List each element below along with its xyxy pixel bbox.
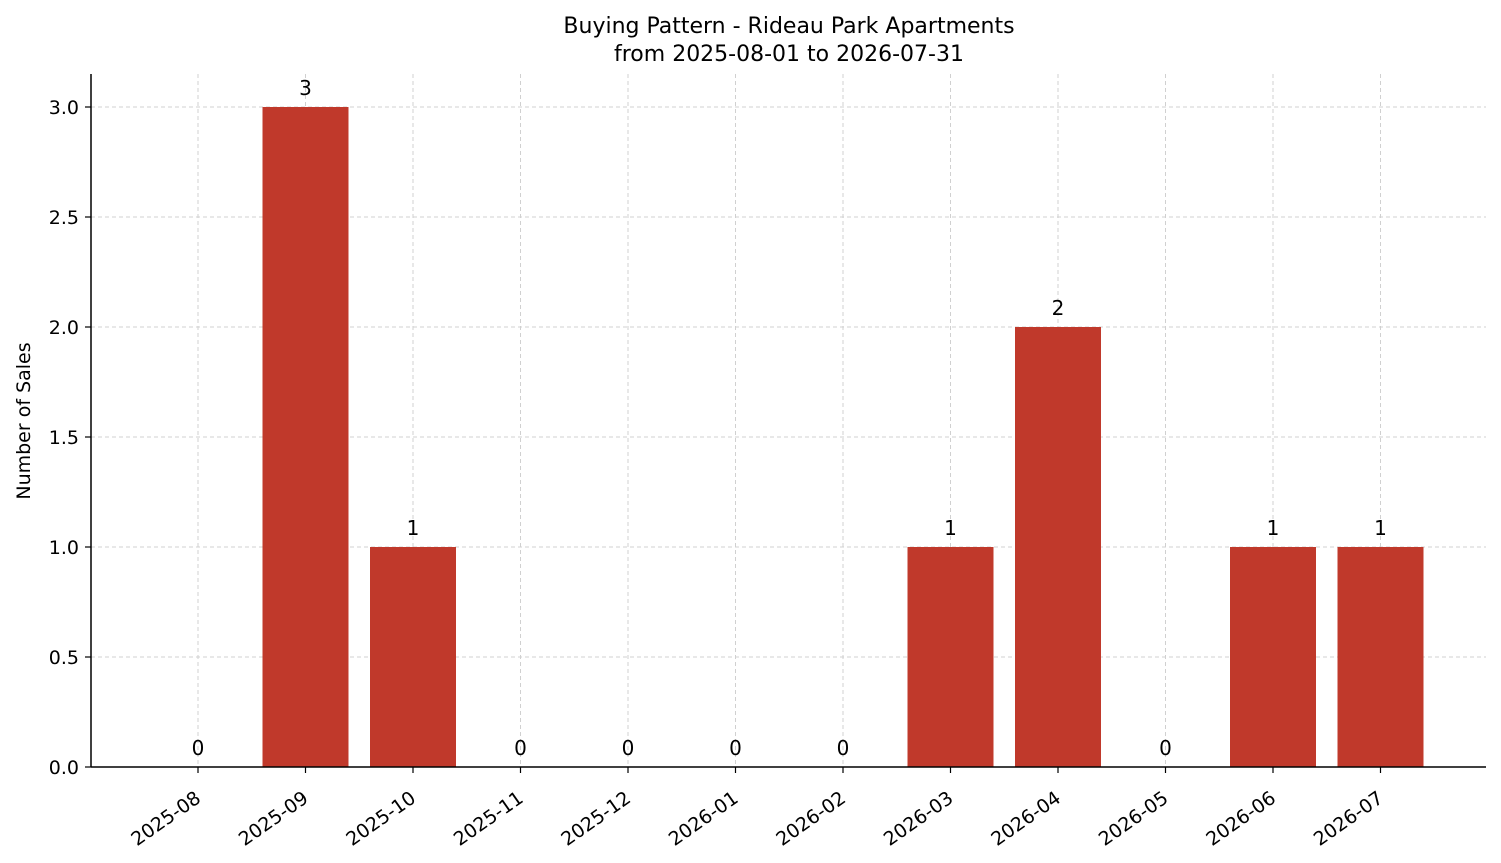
- bar-value-label: 2: [1052, 296, 1065, 320]
- x-tick-label: 2026-07: [1310, 787, 1388, 851]
- bar-value-label: 0: [1159, 736, 1172, 760]
- bar: [907, 547, 994, 767]
- chart-title: Buying Pattern - Rideau Park Apartments: [563, 14, 1014, 39]
- x-tick-label: 2026-01: [665, 787, 743, 851]
- x-tick-label: 2025-10: [342, 787, 420, 851]
- chart-subtitle: from 2025-08-01 to 2026-07-31: [614, 42, 964, 67]
- y-tick-label: 0.5: [49, 647, 79, 669]
- bar-value-label: 1: [1267, 516, 1280, 540]
- x-tick-label: 2025-12: [557, 787, 635, 851]
- x-tick-label: 2026-03: [880, 787, 958, 851]
- bar-value-label: 1: [407, 516, 420, 540]
- bar-value-label: 3: [299, 76, 312, 100]
- y-tick-label: 1.5: [49, 427, 79, 449]
- y-tick-label: 2.5: [49, 207, 79, 229]
- data-labels: 0 3 1 0 0 0 0 1 2 0 1 1: [192, 76, 1387, 760]
- x-tick-label: 2025-09: [235, 787, 313, 851]
- y-tick-label: 1.0: [49, 537, 79, 559]
- bar-value-label: 0: [192, 736, 205, 760]
- bar: [262, 107, 349, 767]
- bar-value-label: 0: [514, 736, 527, 760]
- x-tick-label: 2026-02: [772, 787, 850, 851]
- bar-value-label: 0: [837, 736, 850, 760]
- x-tick-label: 2026-06: [1202, 787, 1280, 851]
- x-tick-label: 2025-08: [127, 787, 205, 851]
- y-tick-label: 2.0: [49, 317, 79, 339]
- bar: [370, 547, 456, 767]
- bars: [262, 107, 1424, 767]
- y-tick-label: 0.0: [49, 757, 79, 779]
- x-tick-label: 2026-04: [987, 787, 1065, 851]
- bar-value-label: 1: [944, 516, 957, 540]
- y-axis-label: Number of Sales: [13, 342, 35, 499]
- x-tick-label: 2026-05: [1095, 787, 1173, 851]
- bar-value-label: 1: [1374, 516, 1387, 540]
- bar: [1230, 547, 1316, 767]
- y-tick-label: 3.0: [49, 97, 79, 119]
- bar: [1337, 547, 1424, 767]
- bar-value-label: 0: [622, 736, 635, 760]
- bar: [1015, 327, 1101, 767]
- bar-value-label: 0: [729, 736, 742, 760]
- x-tick-label: 2025-11: [450, 787, 528, 851]
